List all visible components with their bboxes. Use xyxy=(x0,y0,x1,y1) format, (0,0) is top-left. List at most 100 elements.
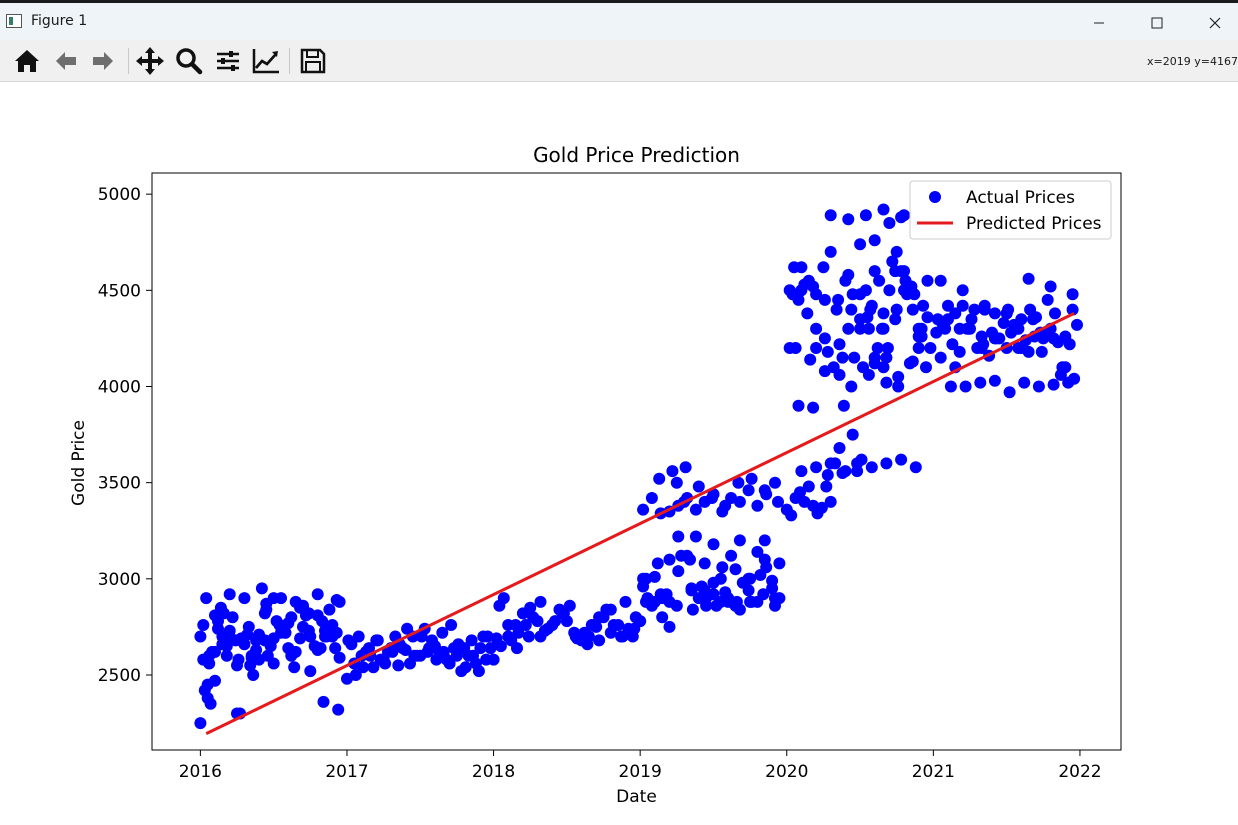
chart-title: Gold Price Prediction xyxy=(533,143,740,167)
actual-price-point xyxy=(730,595,743,608)
actual-price-point xyxy=(846,428,859,441)
actual-price-point xyxy=(880,351,893,364)
actual-price-point xyxy=(546,619,559,631)
actual-price-point xyxy=(220,649,233,662)
maximize-button[interactable] xyxy=(1128,6,1186,40)
actual-price-point xyxy=(569,630,582,643)
configure-subplots-button[interactable] xyxy=(211,44,245,78)
actual-price-point xyxy=(810,461,823,474)
close-button[interactable] xyxy=(1186,6,1238,40)
actual-price-point xyxy=(267,592,280,605)
home-button[interactable] xyxy=(10,44,44,78)
actual-price-point xyxy=(769,599,781,612)
actual-price-point xyxy=(1012,322,1025,335)
y-tick-label: 3500 xyxy=(98,474,141,494)
y-tick-label: 2500 xyxy=(98,666,141,686)
actual-price-point xyxy=(898,265,910,278)
actual-price-point xyxy=(294,632,307,645)
actual-price-point xyxy=(487,653,500,666)
actual-price-point xyxy=(794,486,806,499)
cursor-coordinates: x=2019 y=4167 xyxy=(1147,55,1238,68)
desktop-strip xyxy=(0,0,1238,3)
actual-price-point xyxy=(467,649,479,662)
y-tick-label: 5000 xyxy=(98,185,141,205)
save-icon xyxy=(300,48,326,74)
actual-price-point xyxy=(465,634,478,647)
actual-price-point xyxy=(946,338,959,351)
actual-price-point xyxy=(807,401,820,414)
actual-price-point xyxy=(232,653,245,666)
actual-price-point xyxy=(670,476,683,489)
actual-price-point xyxy=(1022,345,1035,358)
actual-price-point xyxy=(689,530,702,543)
actual-price-point xyxy=(845,303,858,316)
home-icon xyxy=(15,50,39,72)
actual-price-point xyxy=(953,345,966,358)
actual-price-point xyxy=(1035,345,1048,358)
actual-price-point xyxy=(921,311,934,324)
actual-price-point xyxy=(974,376,987,389)
actual-price-point xyxy=(942,299,954,312)
actual-price-point xyxy=(401,622,414,635)
actual-price-point xyxy=(408,649,421,662)
actual-price-point xyxy=(332,703,345,716)
back-button[interactable] xyxy=(49,44,83,78)
actual-price-point xyxy=(833,442,846,454)
x-tick-label: 2022 xyxy=(1058,762,1101,782)
actual-price-point xyxy=(289,645,302,658)
actual-price-point xyxy=(474,642,487,655)
maximize-icon xyxy=(1151,17,1163,29)
actual-price-point xyxy=(959,380,972,393)
actual-price-point xyxy=(1012,342,1025,354)
actual-price-point xyxy=(876,322,888,335)
actual-price-point xyxy=(430,653,443,666)
actual-price-point xyxy=(917,299,930,312)
actual-price-point xyxy=(607,619,620,631)
minimize-button[interactable] xyxy=(1070,6,1128,40)
app-icon xyxy=(6,14,22,28)
actual-price-point xyxy=(223,624,236,637)
actual-price-point xyxy=(656,611,669,624)
actual-price-point xyxy=(861,311,874,324)
zoom-button[interactable] xyxy=(172,44,206,78)
x-tick-label: 2018 xyxy=(472,762,515,782)
actual-price-point xyxy=(616,630,629,643)
actual-price-point xyxy=(773,557,786,570)
actual-price-point xyxy=(223,588,236,601)
actual-price-point xyxy=(815,501,828,514)
actual-price-point xyxy=(832,293,845,306)
actual-price-point xyxy=(1032,380,1045,393)
actual-price-point xyxy=(719,586,732,599)
actual-price-point xyxy=(653,472,666,485)
actual-price-point xyxy=(881,342,894,354)
actual-price-point xyxy=(836,351,849,364)
actual-price-point xyxy=(824,457,837,470)
actual-price-point xyxy=(810,322,823,335)
title-bar: Figure 1 xyxy=(0,3,1238,40)
actual-price-point xyxy=(889,313,902,326)
legend-marker-actual xyxy=(929,191,941,203)
actual-price-point xyxy=(824,495,837,508)
forward-button[interactable] xyxy=(86,44,120,78)
actual-price-point xyxy=(810,342,823,354)
actual-price-point xyxy=(865,299,878,312)
save-button[interactable] xyxy=(296,44,330,78)
actual-price-point xyxy=(349,669,362,681)
back-arrow-icon xyxy=(56,52,76,70)
actual-price-point xyxy=(329,642,342,655)
actual-price-point xyxy=(604,603,617,616)
actual-price-point xyxy=(833,338,846,351)
actual-price-point xyxy=(944,380,957,393)
actual-price-point xyxy=(698,557,711,570)
figure-canvas[interactable]: 2016 2017 2018 2019 2020 2021 2022 2500 3000 3500… xyxy=(0,82,1238,821)
pan-button[interactable] xyxy=(133,44,167,78)
actual-price-point xyxy=(452,638,465,651)
actual-price-point xyxy=(247,669,260,681)
y-tick-label: 3000 xyxy=(98,570,141,590)
actual-price-point xyxy=(648,570,661,583)
actual-price-point xyxy=(729,563,742,576)
actual-price-point xyxy=(842,322,855,335)
actual-price-point xyxy=(302,607,315,620)
edit-axes-button[interactable] xyxy=(249,44,283,78)
actual-price-point xyxy=(766,574,779,587)
